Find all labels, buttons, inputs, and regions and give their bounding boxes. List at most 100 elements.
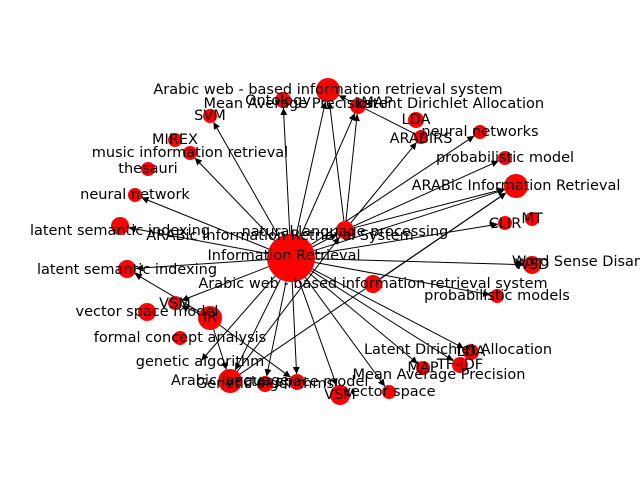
edge-ir-hub-to-vsm-left <box>181 266 269 302</box>
node-label-vspace: vector space <box>342 384 435 400</box>
edge-ir-hub-to-ga-bottom <box>264 281 287 377</box>
edge-ir-hub-to-arabic-ir <box>313 188 505 252</box>
node-mirex <box>168 133 182 147</box>
node-map-top <box>350 98 366 114</box>
node-label-map-bottom: MAP <box>407 360 438 376</box>
node-label-vspace-model-left: vector space model <box>76 304 219 320</box>
edge-ir-hub-to-map-top <box>300 113 356 237</box>
node-neural-network <box>128 188 142 202</box>
node-clir <box>498 216 512 230</box>
node-label-vsm-bottom: VSM <box>324 387 356 403</box>
node-lsi-left <box>111 217 129 235</box>
node-label-arabic-lang: Arabic language <box>171 373 289 389</box>
edge-nlp-to-arabic-ir <box>353 187 505 229</box>
edge-ir-hub-to-lsi-left <box>128 225 268 255</box>
edge-ir-hub-to-map-bottom <box>309 273 418 364</box>
edge-arabic-lang-to-nlp <box>236 236 340 372</box>
node-mt <box>525 212 539 226</box>
node-label-ir-small: IR <box>203 310 217 326</box>
node-label-wsd: WSD <box>515 257 550 273</box>
node-label-music-ir: music information retrieval <box>92 145 288 161</box>
node-label-lsi: latent semantic indexing <box>37 262 217 278</box>
node-label-ga-bottom: Genetic algorithms <box>196 376 334 392</box>
node-thesauri <box>141 162 155 176</box>
node-label-ga: genetic algorithm <box>136 354 265 370</box>
node-label-wsd-long: Word Sense Disambiguation <box>512 254 640 270</box>
node-label-map-bottom-long: Mean Average Precision <box>353 367 526 383</box>
edge-ir-hub-to-tfidf <box>311 270 454 362</box>
node-vspace-model <box>289 374 305 390</box>
node-label-thesauri: thesauri <box>118 161 177 177</box>
labels-layer: Information Retrieval Arabic web - based … <box>30 82 640 403</box>
node-map-bottom <box>416 361 430 375</box>
node-label-map-top-long: Mean Average Precision <box>204 96 377 112</box>
node-label-lsi-left: latent semantic indexing <box>30 223 210 239</box>
edge-nlp-to-awbirs-top <box>326 101 345 222</box>
node-prob-model <box>498 151 512 165</box>
node-ontology <box>275 92 291 108</box>
node-fca <box>173 331 187 345</box>
edge-ir-hub-to-vspace-model <box>291 281 300 375</box>
edge-ir-hub-to-awbirs-top <box>295 101 328 235</box>
edge-ir-hub-to-prob-models <box>314 261 491 297</box>
node-svm <box>203 109 217 123</box>
node-nlp <box>336 221 354 239</box>
node-label-arabirs: ARABIRS <box>390 131 453 147</box>
edge-ir-hub-to-ga <box>200 275 276 361</box>
edge-ir-hub-to-arabic-lang <box>234 279 281 371</box>
node-label-clir: CLIR <box>489 216 522 232</box>
node-label-lda-top: LDA <box>402 112 431 128</box>
node-label-awbirs-top: Arabic web - based information retrieval… <box>153 82 502 98</box>
node-neural-networks <box>473 125 487 139</box>
edge-nlp-to-arabirs <box>350 142 417 224</box>
node-label-neural-network: neural network <box>80 187 190 203</box>
node-prob-models <box>490 289 504 303</box>
edge-ir-hub-to-music-ir <box>194 157 275 242</box>
node-awbirs-top <box>316 78 340 102</box>
edge-nlp-to-map-top <box>345 113 360 222</box>
node-ir-hub <box>267 234 315 282</box>
node-vsm-left <box>168 296 182 310</box>
node-vspace <box>382 385 396 399</box>
nodes-layer <box>111 78 541 405</box>
edge-wsd-to-wsd-long <box>513 259 524 267</box>
edge-ir-hub-to-lsi <box>135 259 268 272</box>
node-label-awbirs-mid: Arabic web - based information retrieval… <box>198 276 547 292</box>
node-label-mirex: MIREX <box>152 132 198 148</box>
edge-ir-hub-to-ontology <box>280 107 291 235</box>
node-label-vsm-left: VSM <box>159 296 191 312</box>
node-label-vspace-model: vector space model <box>226 374 369 390</box>
node-label-arabic-irs: ARABic Information Retrieval System <box>146 228 414 244</box>
edge-ir-small-to-lsi <box>134 273 200 313</box>
node-ir-small <box>198 306 222 330</box>
edge-ir-hub-to-lda-bottom <box>312 268 465 349</box>
node-label-svm: SVM <box>194 108 226 124</box>
edge-ir-hub-to-svm <box>213 121 280 238</box>
node-label-ir-hub: Information Retrieval <box>208 248 361 264</box>
node-lda-top <box>408 112 424 128</box>
edge-ir-hub-to-vsm-bottom <box>298 280 338 386</box>
node-ga-bottom <box>257 376 273 392</box>
node-arabirs <box>414 130 428 144</box>
edge-ir-small-to-vspace-model <box>219 324 291 378</box>
node-arabic-ir <box>504 174 528 198</box>
node-label-lda-bottom-long: Latent Dirichlet Allocation <box>364 342 552 358</box>
node-lsi <box>118 260 136 278</box>
node-label-prob-models: probabilistic models <box>424 288 570 304</box>
edge-ir-hub-to-wsd <box>314 258 524 268</box>
node-label-lda-top-long: Latent Dirichlet Allocation <box>356 96 544 112</box>
node-vsm-bottom <box>330 385 350 405</box>
node-awbirs-mid <box>364 275 382 293</box>
node-label-prob-model: probabilistic model <box>436 150 574 166</box>
node-label-neural-networks: neural networks <box>421 124 538 140</box>
node-wsd <box>523 256 541 274</box>
edge-ir-small-to-arabic-lang <box>213 329 228 370</box>
node-label-ontology: Ontology <box>245 93 311 109</box>
node-arabic-lang <box>218 369 242 393</box>
node-label-nlp: natural language processing <box>242 224 449 240</box>
edge-ir-hub-to-clir <box>314 221 499 255</box>
node-label-mt: MT <box>521 211 543 227</box>
node-vspace-model-left <box>138 303 156 321</box>
edge-ir-hub-to-neural-network <box>141 196 269 250</box>
